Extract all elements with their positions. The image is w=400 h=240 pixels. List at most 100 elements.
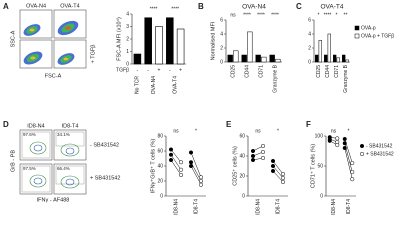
significance: **** [243, 12, 251, 18]
y-tick-label: 6 [220, 17, 223, 23]
y-tick-label: 0 [320, 193, 323, 199]
panel-label: C [296, 2, 302, 11]
bar [318, 40, 322, 63]
x-tick-label: ID8-N4 [173, 199, 179, 215]
flow-box [53, 9, 87, 39]
point [188, 163, 194, 169]
point [327, 138, 332, 143]
pair-line [272, 165, 284, 179]
point [342, 136, 347, 142]
figure: A B C D E F OVA-N4 OVA-T4 SSC-A FSC-A + … [3, 2, 394, 215]
panel-label: E [226, 120, 232, 129]
legend-label: OVA-p + TGFβ [361, 33, 394, 39]
x-tick-label: CD71 [258, 65, 264, 78]
y-tick-label: 3 [126, 24, 129, 30]
row-value: - [147, 67, 149, 73]
significance: **** [257, 12, 265, 18]
point [168, 157, 174, 163]
flow-y-axis: GrB - PB [10, 150, 16, 172]
bar [227, 54, 233, 63]
point [198, 175, 204, 180]
y-tick-label: 6 [308, 17, 311, 23]
point [168, 147, 174, 152]
significance: ns [230, 12, 236, 18]
pair-line [170, 154, 182, 170]
point [250, 148, 256, 154]
y-tick-label: 60 [239, 133, 245, 139]
gate-percent: 97.6% [23, 132, 36, 137]
y-axis-label: Normalised MFI [210, 21, 216, 60]
y-tick-label: 0 [126, 61, 129, 67]
bar [269, 54, 275, 63]
pair-line [272, 160, 284, 175]
flow-box: 66.4% [53, 163, 87, 195]
row-value: + [158, 67, 161, 73]
pair-line [170, 149, 182, 163]
bar [315, 54, 319, 63]
y-tick-label: 4 [126, 11, 129, 17]
y-tick-label: 1 [126, 49, 129, 55]
legend-label: + SB431542 [366, 151, 394, 157]
flow-row-label: + TGFβ [90, 45, 96, 64]
significance: ns [255, 128, 261, 134]
y-axis-label: CD71⁺ T cells (%) [309, 144, 316, 188]
chart-title: OVA-T4 [321, 4, 344, 11]
x-tick-label: ID8-N4 [331, 199, 337, 215]
significance: * [348, 128, 350, 134]
point [188, 160, 194, 165]
flow-header: ID8-N4 [27, 123, 44, 129]
point [342, 145, 347, 151]
significance: **** [271, 12, 279, 18]
point [350, 160, 355, 166]
point [260, 149, 266, 155]
y-tick-label: 0 [160, 193, 163, 199]
point [198, 178, 204, 184]
significance: ns [331, 128, 337, 134]
point [250, 157, 256, 163]
point [178, 167, 184, 172]
x-tick-label: CD71 [334, 65, 340, 78]
row-value: - [137, 67, 139, 73]
point [280, 171, 286, 177]
x-tick-label: Granzyme B [343, 64, 349, 92]
legend-label: OVA-p [361, 25, 376, 31]
significance: * [277, 128, 279, 134]
flow-box [53, 39, 87, 69]
pair-line [170, 159, 182, 176]
row-value: - [169, 67, 171, 73]
panel-label: F [306, 120, 311, 129]
y-tick-label: 4 [220, 31, 223, 37]
bar [327, 33, 331, 63]
significance: ns [173, 128, 179, 134]
bar [166, 17, 174, 65]
point [335, 142, 340, 148]
y-tick-label: 100 [315, 133, 324, 139]
bar [261, 56, 267, 63]
significance: * [336, 12, 338, 18]
gate-percent: 66.4% [57, 166, 70, 171]
flow-x-axis: FSC-A [45, 73, 62, 79]
y-tick-label: 40 [157, 163, 163, 169]
y-tick-label: 0 [242, 193, 245, 199]
x-tick-label: Granzyme B [272, 64, 278, 92]
x-tick-label: CD25 [316, 65, 322, 78]
y-axis-label: FSC-A MFI (x10⁴) [115, 17, 122, 61]
chart-title: OVA-N4 [242, 4, 266, 11]
pair-line [272, 170, 284, 183]
y-axis-label: CD25⁺ cells (%) [231, 146, 238, 186]
bar [247, 31, 253, 63]
bar [176, 28, 185, 65]
panel-label: B [198, 2, 204, 11]
flow-box: 34.1% [53, 129, 87, 161]
pair-line [190, 152, 202, 178]
x-tick-label: CD44 [244, 65, 250, 78]
point [250, 153, 256, 159]
x-tick-label: OVA-T4 [173, 76, 179, 94]
flow-box: 97.5% [19, 163, 53, 195]
point [270, 168, 276, 174]
point [198, 182, 204, 187]
y-tick-label: 0 [220, 59, 223, 65]
x-tick-label: No TCR [135, 76, 141, 94]
bar [233, 50, 239, 63]
point [280, 175, 286, 181]
